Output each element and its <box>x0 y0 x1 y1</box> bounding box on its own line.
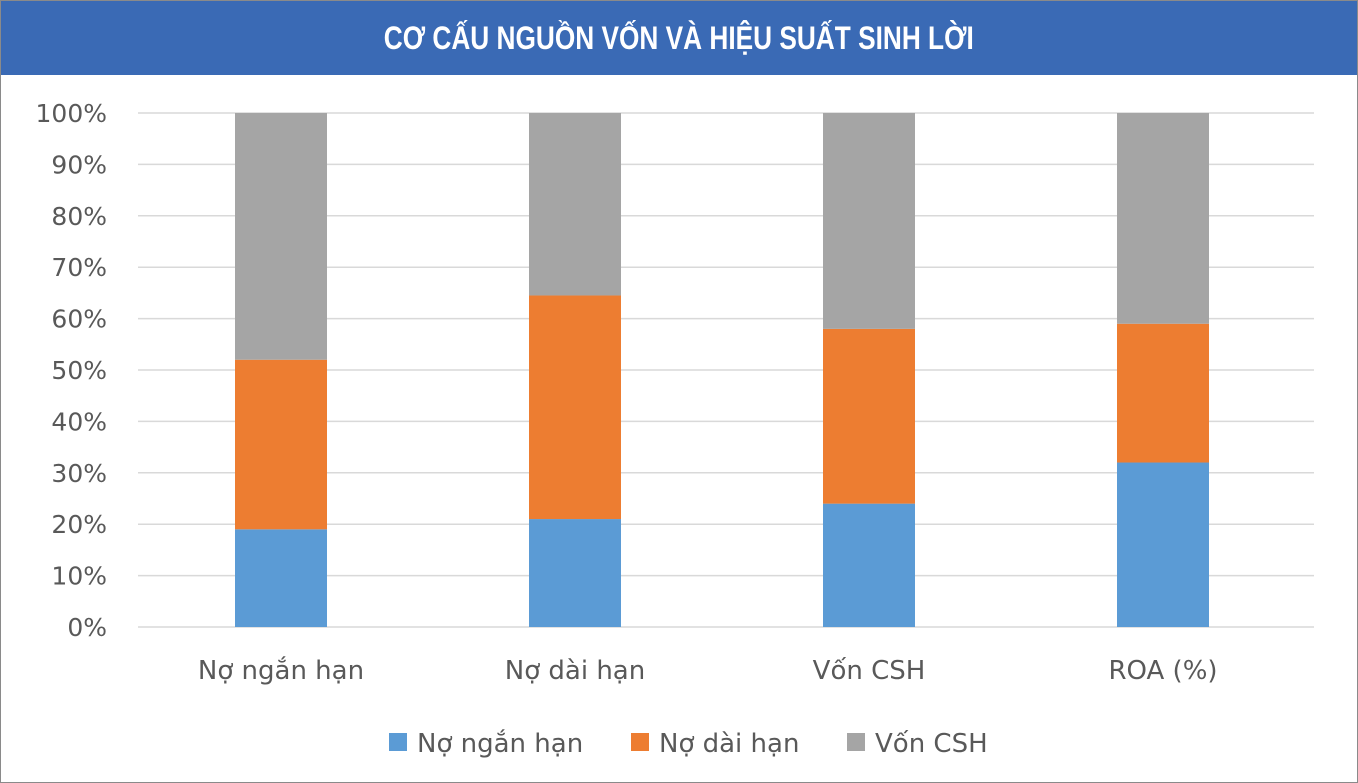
y-tick-label: 70% <box>51 253 107 282</box>
y-tick-label: 100% <box>36 99 107 128</box>
y-tick-label: 0% <box>67 613 107 642</box>
x-category-label: Nợ ngắn hạn <box>198 655 364 686</box>
stacked-bar-chart: 0% 10% 20% 30% 40% 50% 60% 70% 80% 90% 100% Nợ ngắn… <box>36 99 1314 759</box>
legend-label: Vốn CSH <box>875 729 988 759</box>
bar-segment <box>529 519 621 627</box>
y-tick-label: 60% <box>51 305 107 334</box>
legend-swatch <box>631 733 649 751</box>
y-tick-label: 20% <box>51 510 107 539</box>
y-tick-label: 80% <box>51 202 107 231</box>
x-category-label: ROA (%) <box>1108 656 1217 686</box>
legend-label: Nợ ngắn hạn <box>417 728 583 759</box>
bar-segment <box>235 359 327 530</box>
bar-segment <box>823 328 915 504</box>
y-tick-label: 10% <box>51 562 107 591</box>
bar-segment <box>823 503 915 627</box>
chart-title: CƠ CẤU NGUỒN VỐN VÀ HIỆU SUẤT SINH LỜI <box>383 19 974 56</box>
y-tick-label: 40% <box>51 407 107 436</box>
y-tick-label: 30% <box>51 459 107 488</box>
legend-swatch <box>389 733 407 751</box>
y-tick-label: 50% <box>51 356 107 385</box>
bar-segment <box>529 113 621 296</box>
bar-segment <box>823 113 915 329</box>
title-bar: CƠ CẤU NGUỒN VỐN VÀ HIỆU SUẤT SINH LỜI <box>1 1 1357 75</box>
bar-segment <box>529 295 621 520</box>
x-category-label: Vốn CSH <box>813 656 926 686</box>
bar-segment <box>1117 462 1209 627</box>
y-tick-label: 90% <box>51 150 107 179</box>
bar-segment <box>235 529 327 627</box>
bar-segment <box>1117 323 1209 463</box>
bar-segment <box>1117 113 1209 324</box>
legend-swatch <box>847 733 865 751</box>
bar-segment <box>235 113 327 360</box>
legend-label: Nợ dài hạn <box>659 729 799 759</box>
x-category-label: Nợ dài hạn <box>505 656 645 686</box>
